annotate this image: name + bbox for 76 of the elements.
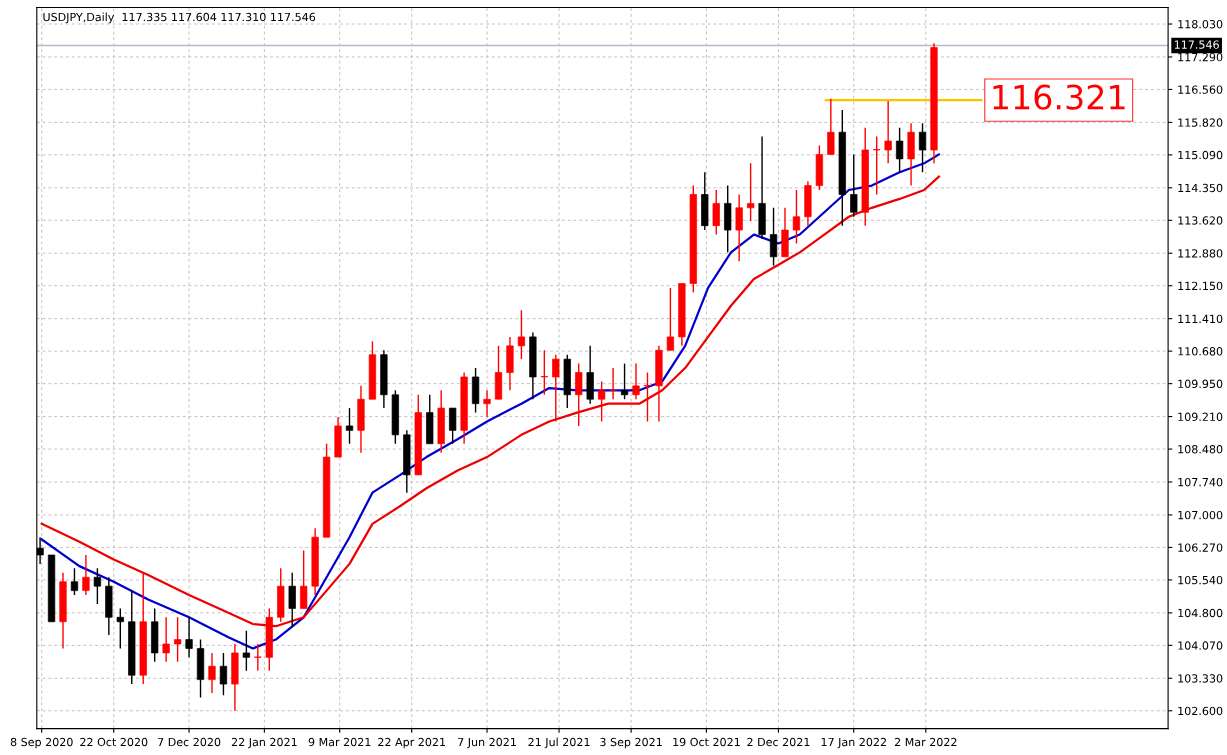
candlestick xyxy=(666,287,675,351)
y-tick-label: 114.350 xyxy=(1178,183,1223,193)
candlestick xyxy=(219,652,228,696)
y-tick-label: 104.070 xyxy=(1178,641,1223,650)
candlestick xyxy=(242,629,250,672)
y-tick-label: 107.000 xyxy=(1178,510,1223,520)
y-tick-label: 110.680 xyxy=(1178,347,1223,356)
candlestick xyxy=(712,189,720,236)
y-tick-label: 106.270 xyxy=(1178,543,1223,552)
y-tick-label: 112.150 xyxy=(1178,281,1223,291)
candlestick xyxy=(873,135,881,196)
x-tick-label: 19 Oct 2021 xyxy=(673,737,740,747)
y-tick-label: 104.800 xyxy=(1178,608,1223,618)
candlestick xyxy=(288,572,296,627)
y-tick-label: 103.330 xyxy=(1178,674,1223,683)
candlestick xyxy=(850,153,858,218)
y-tick-label: 102.600 xyxy=(1178,706,1223,716)
x-tick-label: 17 Jan 2022 xyxy=(821,737,886,749)
candlestick xyxy=(208,652,216,694)
candlestick xyxy=(36,536,44,565)
candlestick xyxy=(345,407,354,445)
candlestick xyxy=(918,122,927,173)
y-tick-label: 111.410 xyxy=(1178,314,1223,324)
candlestick xyxy=(300,549,308,610)
candlestick xyxy=(116,607,124,650)
y-tick-label: 118.030 xyxy=(1178,19,1223,29)
candlestick xyxy=(70,567,79,596)
candlestick xyxy=(254,643,262,672)
x-tick-label: 9 Mar 2021 xyxy=(308,737,371,747)
candlestick xyxy=(827,98,835,156)
y-tick-label: 115.820 xyxy=(1178,118,1223,127)
x-tick-label: 8 Sep 2020 xyxy=(10,737,73,749)
x-tick-label: 2 Dec 2021 xyxy=(747,737,810,747)
ref-line-label: 117.546 xyxy=(1174,40,1219,49)
candlestick xyxy=(162,616,170,663)
y-tick-label: 115.090 xyxy=(1178,150,1223,160)
candlestick xyxy=(185,616,193,659)
x-tick-label: 22 Oct 2020 xyxy=(80,737,148,747)
y-tick-label: 116.560 xyxy=(1178,85,1223,94)
y-tick-label: 112.880 xyxy=(1178,249,1223,258)
candlestick xyxy=(747,162,755,222)
candlestick xyxy=(884,100,892,165)
candlestick xyxy=(483,389,491,418)
y-tick-label: 107.740 xyxy=(1178,477,1223,487)
candlestick xyxy=(540,349,548,396)
candlestick xyxy=(632,362,640,400)
candlestick xyxy=(769,207,778,267)
candlestick xyxy=(449,407,457,445)
candlestick xyxy=(517,309,526,360)
x-tick-label: 3 Sep 2021 xyxy=(600,737,662,749)
candlestick xyxy=(792,189,801,245)
candlestick xyxy=(895,127,904,173)
y-tick-label: 108.480 xyxy=(1178,445,1223,454)
x-tick-label: 7 Jun 2021 xyxy=(458,737,516,749)
candlestick xyxy=(735,193,743,262)
y-tick-label: 109.950 xyxy=(1178,379,1223,389)
candlestick xyxy=(173,616,182,663)
y-tick-label: 105.540 xyxy=(1178,575,1223,585)
candlestick xyxy=(598,380,606,423)
x-tick-label: 22 Apr 2021 xyxy=(378,737,446,749)
candlestick xyxy=(620,362,629,400)
chart-title: USDJPY,Daily 117.335 117.604 117.310 117.546 xyxy=(43,12,316,24)
annotation: 116.321 xyxy=(993,84,1125,110)
x-tick-label: 2 Mar 2022 xyxy=(894,737,957,747)
y-tick-label: 113.620 xyxy=(1178,216,1223,225)
x-tick-label: 21 Jul 2021 xyxy=(528,737,590,749)
candlestick xyxy=(609,367,617,400)
candlestick xyxy=(82,554,90,596)
y-tick-label: 117.290 xyxy=(1178,52,1223,62)
x-tick-label: 7 Dec 2020 xyxy=(158,737,221,747)
y-tick-label: 109.210 xyxy=(1178,412,1223,421)
candlestick xyxy=(643,371,652,423)
x-tick-label: 22 Jan 2021 xyxy=(231,737,297,749)
candlestick xyxy=(552,354,560,423)
candlestick xyxy=(93,567,102,605)
candlestick xyxy=(575,362,583,427)
